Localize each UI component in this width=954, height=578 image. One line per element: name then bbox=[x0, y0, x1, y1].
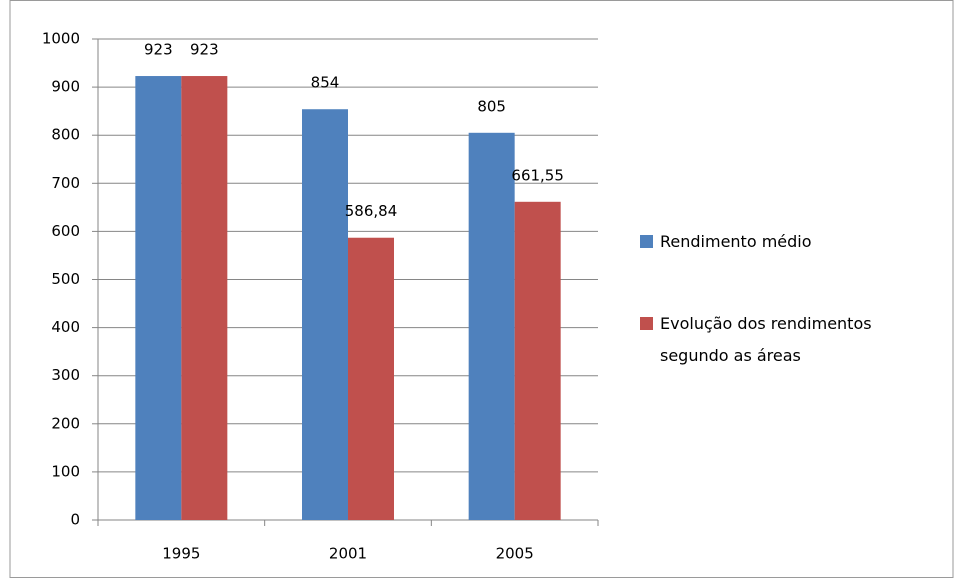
legend-label: Evolução dos rendimentos segundo as área… bbox=[660, 314, 872, 365]
data-label: 661,55 bbox=[511, 166, 564, 184]
data-label: 923 bbox=[190, 41, 219, 59]
x-tick-label: 2001 bbox=[329, 545, 367, 563]
y-tick-label: 800 bbox=[51, 126, 80, 144]
y-tick-label: 400 bbox=[51, 318, 80, 336]
data-label: 805 bbox=[477, 97, 506, 115]
y-tick-label: 900 bbox=[51, 78, 80, 96]
data-label: 923 bbox=[144, 41, 173, 59]
legend-label: Rendimento médio bbox=[660, 232, 812, 251]
y-tick-label: 300 bbox=[51, 366, 80, 384]
bar bbox=[181, 76, 228, 521]
y-tick-label: 100 bbox=[51, 462, 80, 480]
bar bbox=[302, 109, 348, 520]
bar bbox=[514, 201, 561, 521]
y-tick-label: 700 bbox=[51, 174, 80, 192]
data-label: 854 bbox=[311, 74, 340, 92]
x-tick-label: 2005 bbox=[496, 545, 534, 563]
bar bbox=[348, 237, 394, 520]
legend-swatch bbox=[640, 317, 653, 330]
y-tick-label: 1000 bbox=[42, 30, 80, 48]
bar bbox=[135, 76, 182, 521]
y-tick-label: 200 bbox=[51, 414, 80, 432]
bar bbox=[468, 132, 515, 521]
data-label: 586,84 bbox=[345, 202, 398, 220]
x-tick-label: 1995 bbox=[162, 545, 200, 563]
y-tick-label: 0 bbox=[70, 511, 80, 529]
legend-swatch bbox=[640, 235, 653, 248]
y-tick-label: 600 bbox=[51, 222, 80, 240]
y-tick-label: 500 bbox=[51, 270, 80, 288]
